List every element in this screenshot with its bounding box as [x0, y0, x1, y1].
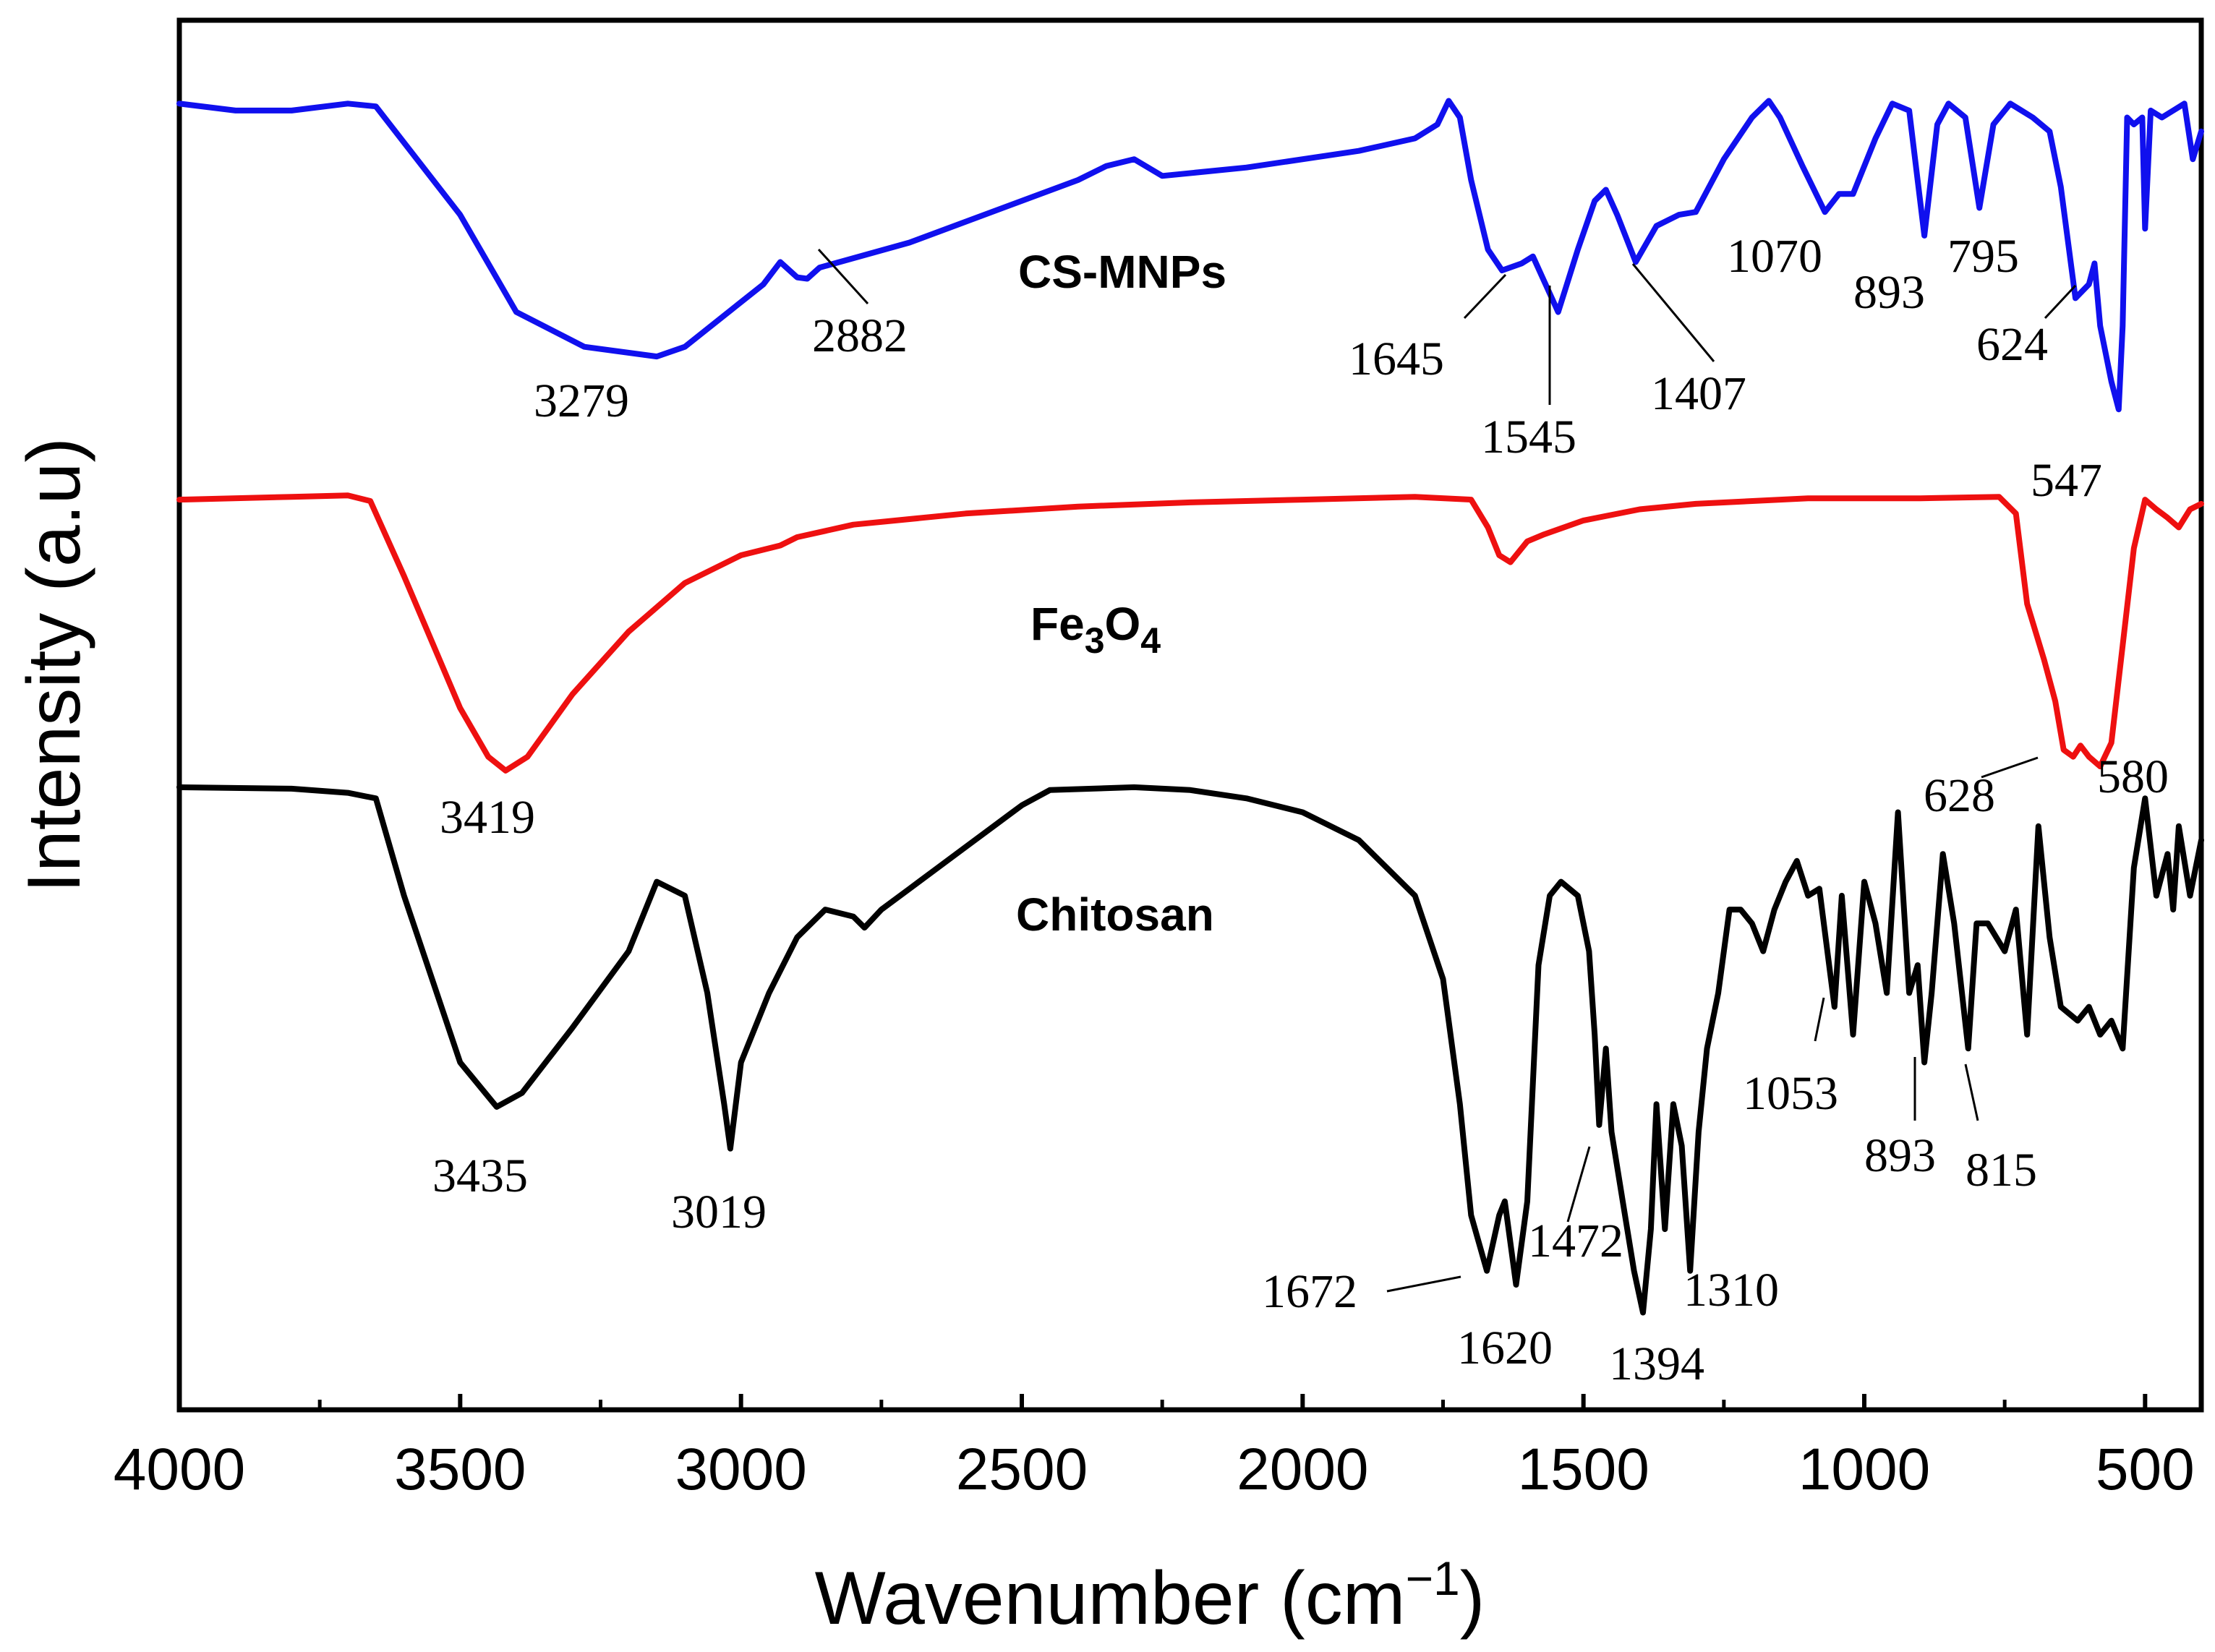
- peak-label-3419: 3419: [440, 791, 535, 844]
- peak-label-1472: 1472: [1528, 1215, 1623, 1267]
- peak-label-3435: 3435: [432, 1150, 528, 1202]
- peak-label-795: 795: [1947, 230, 2019, 283]
- series-line-fe3o4: [176, 492, 2204, 774]
- leader-1407: [1631, 263, 1715, 362]
- series-label-fe3o4: Fe3O4: [1030, 598, 1161, 661]
- series-label-cs-mnps: CS-MNPs: [1018, 246, 1226, 298]
- x-axis-tick-labels: 4000 3500 3000 2500 2000 1500 1000 500: [114, 1437, 2195, 1502]
- x-tick-label-4000: 4000: [114, 1437, 245, 1502]
- series-line-cs-mnps: [176, 98, 2204, 413]
- peak-label-893-chitosan: 893: [1864, 1129, 1936, 1182]
- x-tick-label-3500: 3500: [394, 1437, 526, 1502]
- peak-label-1645: 1645: [1349, 333, 1444, 385]
- fe3o4-mid: O: [1105, 598, 1141, 650]
- y-axis-title: Intensity (a.u): [12, 437, 96, 893]
- peak-label-815: 815: [1966, 1144, 2037, 1197]
- x-axis-title: Wavenumber (cm−1): [815, 1552, 1485, 1640]
- peak-label-1620: 1620: [1457, 1322, 1553, 1374]
- leader-1672: [1386, 1275, 1461, 1293]
- x-tick-label-2500: 2500: [956, 1437, 1088, 1502]
- series-group: [176, 98, 2204, 1316]
- leader-1472: [1566, 1146, 1591, 1223]
- plot-frame: [176, 17, 2204, 1413]
- peak-label-580: 580: [2097, 750, 2169, 803]
- fe3o4-sub-3: 3: [1085, 620, 1105, 661]
- fe3o4-sub-4: 4: [1140, 620, 1161, 661]
- peak-label-3279: 3279: [534, 375, 629, 427]
- leader-1053: [1814, 997, 1825, 1042]
- peak-label-1407: 1407: [1651, 367, 1746, 420]
- peak-label-2882: 2882: [812, 309, 908, 362]
- peak-label-1070: 1070: [1727, 230, 1822, 283]
- series-label-chitosan: Chitosan: [1016, 889, 1214, 941]
- peak-label-893-cs: 893: [1853, 266, 1925, 319]
- fe3o4-base: Fe: [1030, 598, 1085, 650]
- x-tick-label-1000: 1000: [1798, 1437, 1930, 1502]
- x-axis-unit-exp: −1: [1405, 1552, 1459, 1605]
- x-tick-label-1500: 1500: [1517, 1437, 1649, 1502]
- x-axis-ticks: [177, 1394, 2148, 1410]
- leader-815: [1964, 1063, 1979, 1121]
- peak-label-1310: 1310: [1683, 1264, 1779, 1317]
- leader-628: [1981, 756, 2039, 779]
- leader-2882: [817, 248, 869, 305]
- peak-label-1672: 1672: [1262, 1265, 1357, 1318]
- series-line-chitosan: [176, 784, 2204, 1316]
- x-axis-title-main: Wavenumber: [815, 1557, 1260, 1640]
- peak-label-547: 547: [2031, 454, 2102, 507]
- x-tick-label-3000: 3000: [675, 1437, 806, 1502]
- leader-624: [2044, 284, 2077, 320]
- peak-label-1545: 1545: [1481, 411, 1576, 463]
- peak-label-628: 628: [1924, 769, 1995, 822]
- x-tick-label-2000: 2000: [1237, 1437, 1368, 1502]
- leader-1645: [1463, 273, 1507, 320]
- peak-leader-lines: [817, 248, 2077, 1293]
- x-tick-label-500: 500: [2096, 1437, 2195, 1502]
- peak-label-1053: 1053: [1743, 1067, 1838, 1120]
- peak-label-1394: 1394: [1609, 1338, 1704, 1390]
- peak-label-3019: 3019: [671, 1186, 767, 1238]
- peak-label-624: 624: [1976, 318, 2048, 371]
- x-axis-unit-base: cm: [1305, 1557, 1406, 1640]
